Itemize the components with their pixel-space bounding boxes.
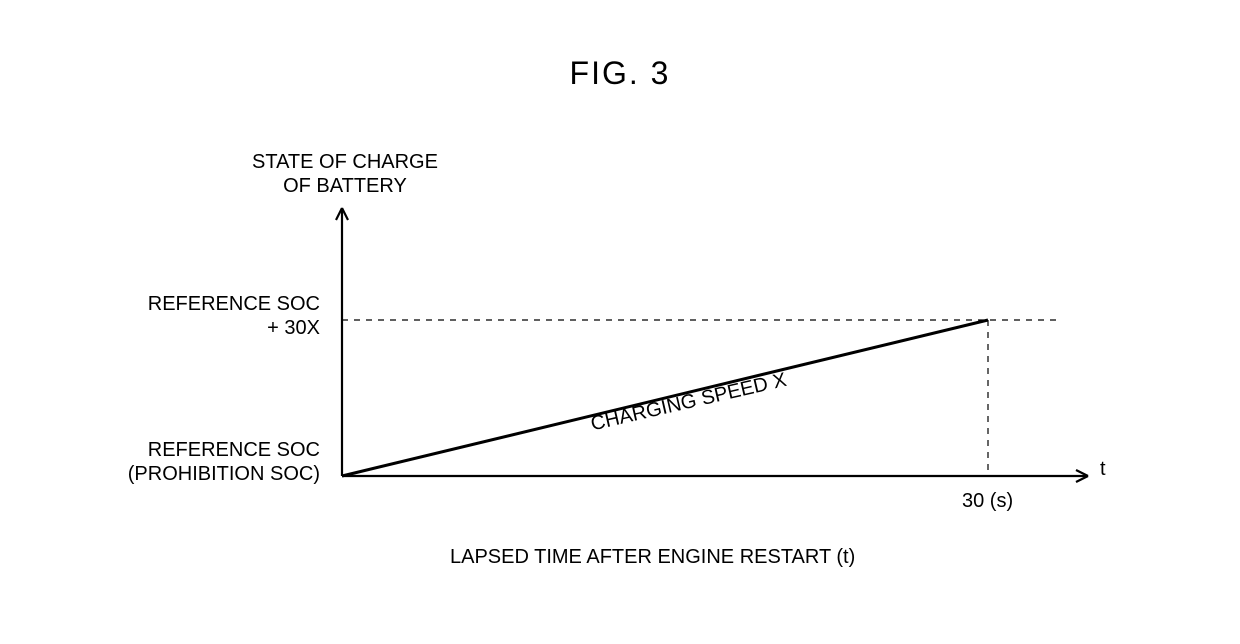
soc-chart: CHARGING SPEED X [0,0,1240,644]
charging-speed-label: CHARGING SPEED X [589,369,789,435]
